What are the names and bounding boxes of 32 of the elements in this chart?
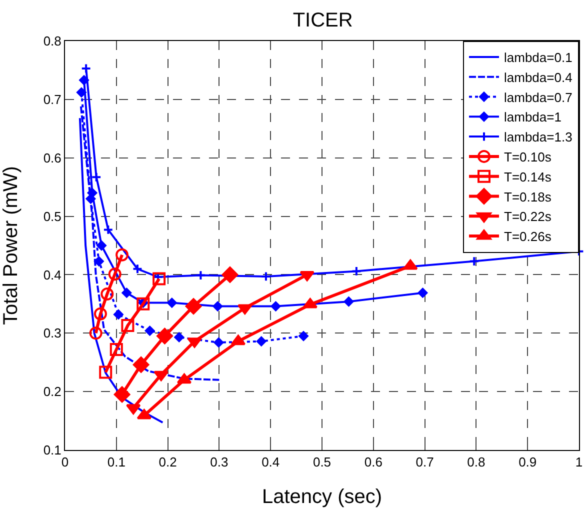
x-tick-label: 0.9 xyxy=(518,454,537,470)
x-tick-label: 0.1 xyxy=(107,454,126,470)
y-tick-label: 0.6 xyxy=(43,150,62,166)
legend-label: lambda=1.3 xyxy=(504,130,572,145)
x-tick-label: 0.4 xyxy=(262,454,280,470)
y-tick-label: 0.3 xyxy=(43,326,62,341)
y-tick-label: 0.1 xyxy=(43,442,62,458)
x-tick-label: 0.8 xyxy=(467,454,486,470)
y-tick-label: 0.5 xyxy=(43,208,62,224)
legend-label: T=0.26s xyxy=(504,229,552,244)
legend-label: T=0.22s xyxy=(504,209,552,224)
x-tick-label: 0 xyxy=(61,454,69,470)
x-tick-label: 1 xyxy=(575,454,583,470)
y-tick-label: 0.8 xyxy=(43,34,62,49)
legend-label: lambda=0.1 xyxy=(504,50,572,66)
x-tick-label: 0.3 xyxy=(210,454,228,470)
legend-label: T=0.18s xyxy=(504,189,552,204)
legend-label: lambda=1 xyxy=(504,110,562,125)
legend-label: T=0.10s xyxy=(504,150,552,165)
x-tick-label: 0.7 xyxy=(416,454,434,470)
x-tick-label: 0.5 xyxy=(312,454,332,470)
y-tick-label: 0.4 xyxy=(43,267,62,282)
x-axis-title: Latency (sec) xyxy=(262,486,382,508)
legend-label: lambda=0.4 xyxy=(504,70,572,85)
legend-label: lambda=0.7 xyxy=(504,90,572,105)
y-axis-title: Total Power (mW) xyxy=(0,166,22,325)
y-tick-label: 0.2 xyxy=(43,384,62,400)
legend-label: T=0.14s xyxy=(504,169,552,184)
x-tick-label: 0.6 xyxy=(364,454,382,470)
y-tick-label: 0.7 xyxy=(43,92,62,107)
x-tick-label: 0.2 xyxy=(158,454,177,470)
chart-title: TICER xyxy=(292,10,353,32)
